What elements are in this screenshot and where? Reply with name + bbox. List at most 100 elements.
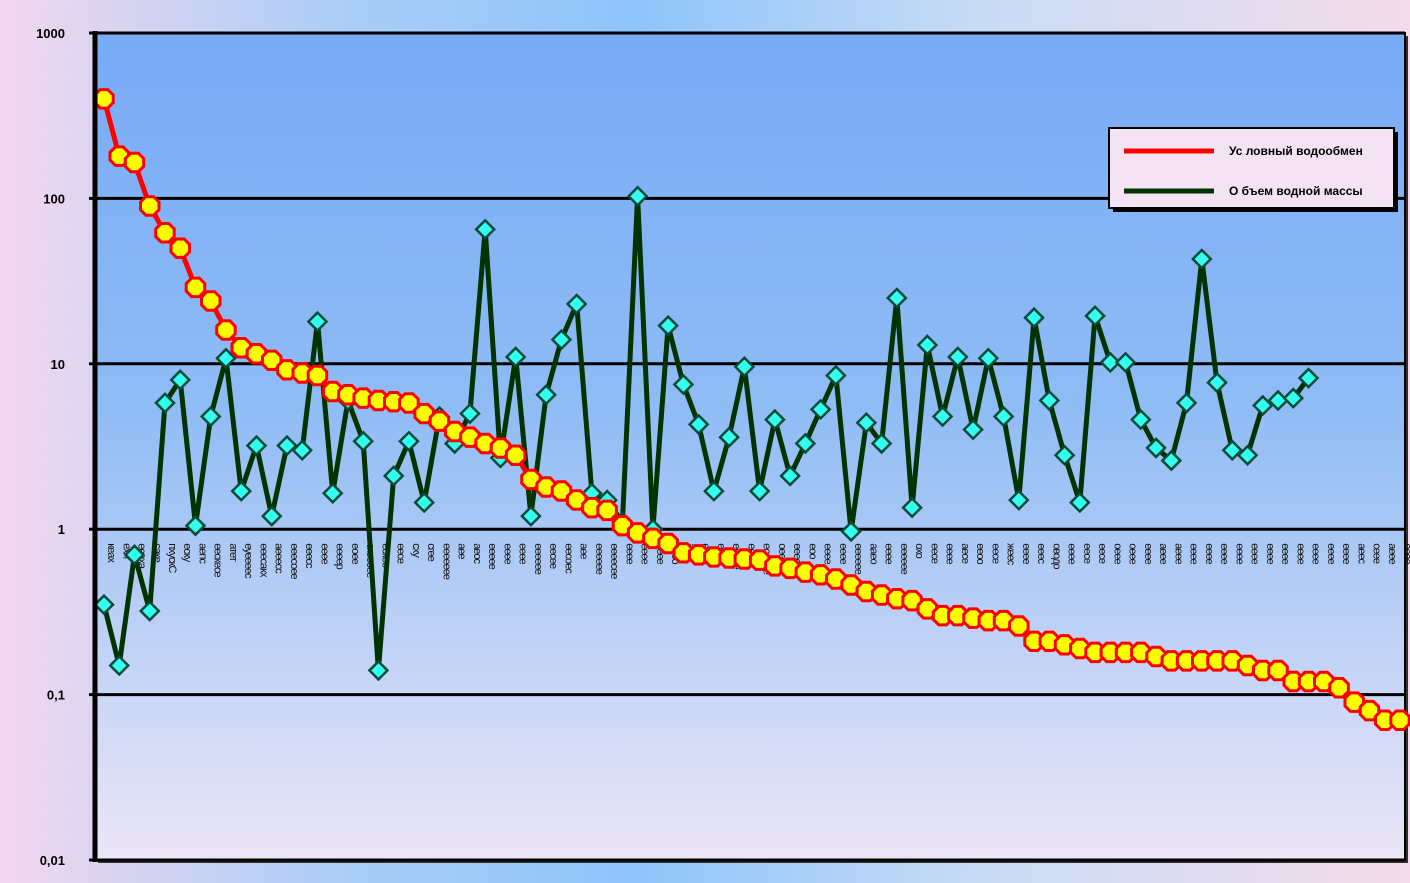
category-label: пхускС	[166, 543, 178, 573]
data-point-water-volume	[977, 347, 1000, 370]
category-label: аесе	[959, 543, 971, 564]
data-point-water-volume	[413, 491, 435, 514]
data-point-water-exchange	[93, 88, 115, 110]
data-point-water-volume	[474, 218, 496, 241]
data-point-water-volume	[184, 514, 207, 537]
legend-label-water-volume: О бъем водной массы	[1229, 184, 1363, 198]
category-label: ееее	[1218, 543, 1230, 564]
data-point-water-volume	[382, 465, 405, 487]
category-label: ееее	[1310, 543, 1322, 564]
category-label: ееееее	[852, 543, 864, 575]
category-label: аепс	[196, 543, 208, 564]
category-label: еесе	[395, 543, 407, 564]
category-label: ееее	[1340, 543, 1352, 564]
data-point-water-volume	[1175, 392, 1198, 414]
category-label: аеос	[471, 543, 483, 564]
y-tick-label: 1	[58, 522, 65, 537]
category-label: ееее	[1066, 543, 1078, 564]
data-point-water-volume	[1282, 387, 1305, 409]
legend-label-water-exchange: Ус ловный водообмен	[1229, 144, 1363, 158]
category-label: ееее	[883, 543, 895, 564]
category-label: еесее	[547, 543, 559, 569]
data-point-water-volume	[1297, 367, 1320, 389]
y-tick-label: 10	[51, 357, 65, 372]
category-label: ееее	[1233, 543, 1245, 564]
data-point-water-exchange	[169, 237, 191, 259]
data-point-water-exchange	[200, 290, 222, 312]
category-label: охо	[913, 543, 925, 558]
category-label: оеее	[1127, 543, 1139, 564]
data-point-water-volume	[504, 346, 527, 368]
data-point-water-volume	[260, 505, 283, 527]
data-point-water-volume	[1236, 444, 1259, 467]
category-label: ееееее	[532, 543, 544, 575]
data-point-water-volume	[138, 600, 161, 622]
category-label: ееесоее	[288, 543, 300, 579]
data-point-water-volume	[626, 185, 649, 208]
data-point-water-volume	[1023, 306, 1045, 329]
category-label: еоее	[349, 543, 361, 564]
data-point-water-volume	[672, 373, 695, 396]
data-point-water-volume	[870, 432, 893, 455]
data-point-water-volume	[855, 412, 878, 434]
data-point-water-volume	[154, 392, 176, 414]
data-point-water-volume	[1069, 491, 1091, 514]
data-point-water-volume	[825, 364, 847, 387]
category-label: ееее	[1188, 543, 1200, 564]
data-point-water-volume	[291, 439, 313, 462]
data-point-water-volume	[931, 405, 954, 428]
data-point-water-exchange	[504, 444, 527, 466]
category-label: сху	[410, 543, 422, 558]
category-label: ееее	[318, 543, 330, 564]
y-tick-label: 0,01	[40, 853, 65, 868]
data-point-water-volume	[1221, 439, 1244, 462]
y-tick-label: 100	[43, 191, 65, 206]
category-label: ееее	[639, 543, 651, 564]
data-point-water-volume	[230, 480, 252, 502]
data-point-water-volume	[276, 434, 298, 457]
legend-box	[1108, 127, 1395, 209]
category-label: ееесакх	[257, 543, 269, 578]
category-label: еескесе	[212, 543, 224, 577]
category-label: еееееее	[440, 543, 452, 580]
data-point-water-volume	[840, 520, 862, 543]
data-point-water-volume	[733, 355, 756, 378]
data-point-water-volume	[108, 654, 131, 677]
category-label: сеее	[1371, 543, 1383, 564]
data-point-water-volume	[1008, 489, 1030, 511]
data-point-water-volume	[535, 383, 557, 406]
category-label: еску	[181, 543, 193, 563]
category-label: ееее	[1264, 543, 1276, 564]
category-label: ееее	[501, 543, 513, 564]
category-label: ееее	[822, 543, 834, 564]
category-label: аееесс	[273, 543, 285, 574]
category-label: ееес	[1035, 543, 1047, 564]
category-label: еесе	[928, 543, 940, 564]
data-point-water-volume	[794, 432, 817, 455]
data-point-water-volume	[657, 314, 679, 337]
data-point-water-exchange	[1328, 677, 1350, 699]
data-point-water-volume	[1160, 449, 1183, 472]
data-point-water-volume	[123, 544, 146, 566]
category-label: сгее	[425, 543, 437, 561]
category-label: оводо	[1050, 543, 1062, 569]
data-point-water-volume	[352, 430, 374, 453]
category-label: ееееее	[593, 543, 605, 575]
data-point-water-exchange	[1008, 615, 1030, 637]
data-point-water-volume	[367, 659, 390, 682]
data-point-water-exchange	[154, 222, 176, 244]
data-point-water-exchange	[306, 364, 329, 387]
data-point-water-volume	[962, 418, 984, 441]
legend-swatch-water-exchange-marker	[1166, 148, 1171, 154]
data-point-water-volume	[93, 593, 115, 616]
data-point-water-volume	[764, 408, 786, 431]
category-label: оеее	[1111, 543, 1123, 564]
category-label: аеее	[1172, 543, 1184, 564]
data-point-water-volume	[550, 328, 573, 351]
y-tick-label: 0,1	[47, 688, 65, 703]
data-point-water-exchange	[1389, 709, 1410, 731]
category-label: ееее	[1020, 543, 1032, 564]
data-point-water-volume	[1114, 351, 1137, 374]
category-label: ееее	[1142, 543, 1154, 564]
data-point-water-exchange	[596, 499, 618, 522]
